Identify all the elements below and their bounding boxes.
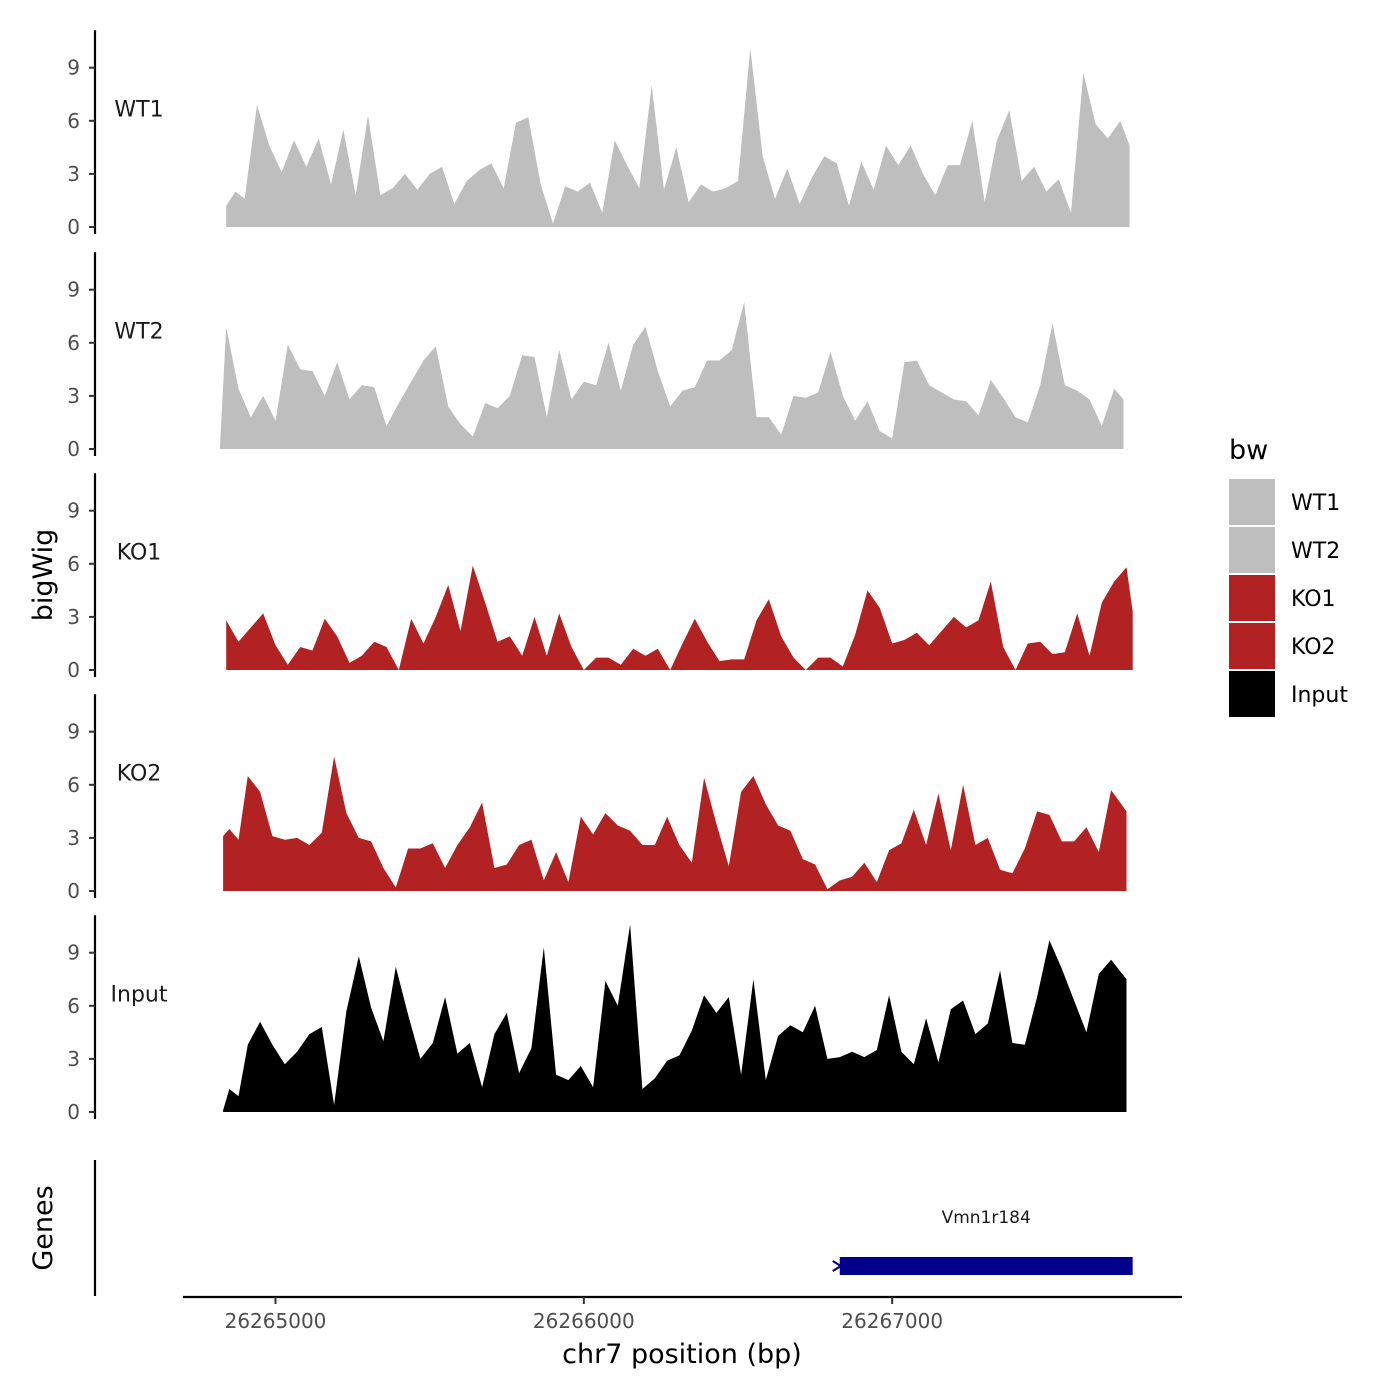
area-wt2: [220, 302, 1124, 449]
legend-swatch: [1229, 479, 1275, 525]
area-ko2: [223, 756, 1127, 891]
legend-item-ko1: KO1: [1229, 575, 1336, 621]
gene-strand-arrow-icon: [832, 1260, 843, 1272]
legend-label: WT1: [1291, 491, 1340, 516]
area-wt1: [226, 48, 1130, 228]
x-tick-label: 26267000: [841, 1309, 943, 1333]
legend-label: WT2: [1291, 539, 1340, 564]
y-tick-label: 3: [67, 1047, 80, 1071]
area-input: [223, 924, 1127, 1112]
gene-vmn1r184: Vmn1r184: [832, 1208, 1133, 1275]
genes-layer: Genes Vmn1r184: [28, 1160, 1133, 1296]
y-tick-label: 0: [67, 879, 80, 903]
y-tick-label: 9: [67, 499, 80, 523]
x-axis-title: chr7 position (bp): [562, 1339, 802, 1370]
legend-item-wt1: WT1: [1229, 479, 1340, 525]
y-tick-label: 0: [67, 437, 80, 461]
legend-item-input: Input: [1229, 671, 1348, 717]
track-wt1: 0 3 6 9 WT1: [67, 30, 1130, 239]
track-wt2: 0 3 6 9 WT2: [67, 252, 1124, 461]
legend-swatch: [1229, 575, 1275, 621]
legend-label: Input: [1291, 683, 1348, 708]
legend-item-wt2: WT2: [1229, 527, 1340, 573]
legend-label: KO1: [1291, 587, 1336, 612]
track-ko2: 0 3 6 9 KO2: [67, 694, 1127, 903]
y-tick-label: 3: [67, 605, 80, 629]
track-label-wt2: WT2: [114, 319, 163, 344]
legend-title: bw: [1229, 435, 1268, 466]
track-input: 0 3 6 9 Input: [67, 915, 1127, 1124]
x-axis: chr7 position (bp) 26265000 26266000 26267…: [183, 1295, 1182, 1370]
y-tick-label: 6: [67, 552, 80, 576]
y-tick-label: 9: [67, 56, 80, 80]
gene-body: [839, 1257, 1133, 1275]
y-tick-label: 0: [67, 1100, 80, 1124]
track-ko1: 0 3 6 9 KO1: [67, 473, 1133, 682]
x-tick-label: 26265000: [225, 1309, 327, 1333]
genes-track-title: Genes: [28, 1185, 59, 1270]
y-tick-label: 9: [67, 278, 80, 302]
area-ko1: [226, 565, 1133, 670]
y-tick-label: 3: [67, 384, 80, 408]
legend-swatch: [1229, 623, 1275, 669]
legend-swatch: [1229, 527, 1275, 573]
track-label-ko2: KO2: [117, 761, 162, 786]
track-label-ko1: KO1: [117, 540, 162, 565]
y-tick-label: 6: [67, 994, 80, 1018]
legend-label: KO2: [1291, 635, 1336, 660]
y-tick-label: 6: [67, 331, 80, 355]
legend-swatch: [1229, 671, 1275, 717]
y-tick-label: 9: [67, 720, 80, 744]
y-tick-label: 0: [67, 658, 80, 682]
y-axis-title: bigWig: [28, 529, 59, 622]
legend-item-ko2: KO2: [1229, 623, 1336, 669]
y-tick-label: 6: [67, 109, 80, 133]
track-label-wt1: WT1: [114, 97, 163, 122]
gene-label: Vmn1r184: [942, 1208, 1031, 1228]
y-tick-label: 3: [67, 162, 80, 186]
track-label-input: Input: [111, 982, 168, 1007]
tracks-layer: 0 3 6 9 WT1 0 3 6 9 WT2 0 3 6 9 KO1 0 3 6 9 KO2 0 3 6 9 Input: [67, 30, 1133, 1124]
legend: bw WT1 WT2 KO1 KO2 Input: [1229, 435, 1348, 717]
y-tick-label: 3: [67, 826, 80, 850]
y-tick-label: 9: [67, 941, 80, 965]
y-tick-label: 6: [67, 773, 80, 797]
y-tick-label: 0: [67, 215, 80, 239]
x-tick-label: 26266000: [533, 1309, 635, 1333]
